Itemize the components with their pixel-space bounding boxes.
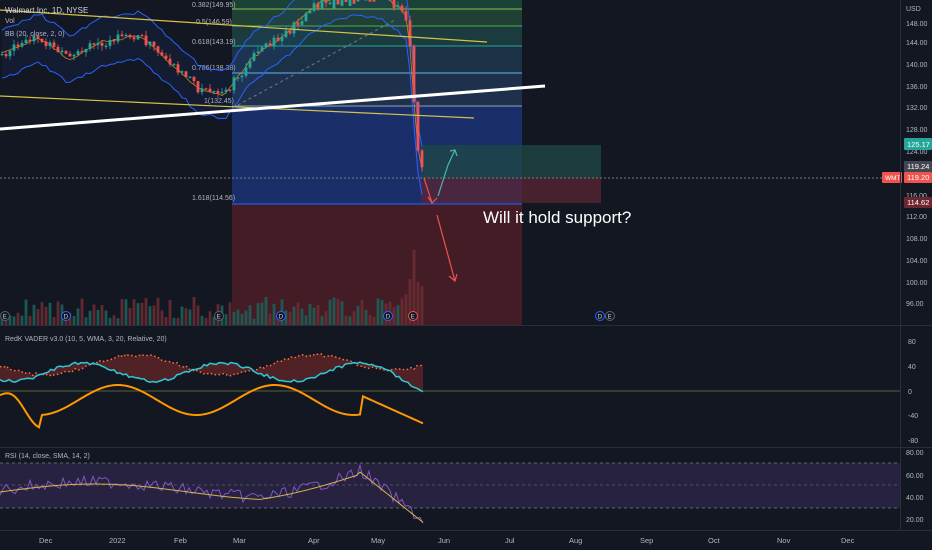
price-axis[interactable]: USD 148.00 144.00 140.00 136.00 132.00 128.00…	[906, 6, 928, 308]
event-badge	[276, 311, 286, 321]
time-tick: Jun	[438, 536, 450, 545]
price-badges: 125.17 119.24 119.20 WMT 114.62	[882, 138, 932, 208]
rsi-tick: 20.00	[906, 517, 924, 524]
time-axis[interactable]: Dec 2022 Feb Mar Apr May Jun Jul Aug Sep Oct Nov Dec	[39, 536, 855, 545]
price-badge-125: 125.17	[907, 140, 930, 149]
volume-label[interactable]: Vol	[5, 18, 15, 25]
lower-trendline	[0, 95, 475, 119]
fib-label-0618: 0.618(143.19)	[192, 39, 236, 46]
price-tick: 112.00	[906, 214, 927, 221]
price-tick: 96.00	[906, 301, 924, 308]
vader-tick: -40	[908, 413, 918, 420]
time-tick: Jul	[505, 536, 515, 545]
upper-trendline	[0, 9, 488, 43]
event-badge	[383, 311, 393, 321]
fib-levels	[0, 8, 900, 205]
rsi-tick: 60.00	[906, 473, 924, 480]
event-badge-label: D	[386, 315, 391, 321]
vader-tick: -80	[908, 438, 918, 445]
price-tick: 140.00	[906, 62, 928, 69]
price-badge-11920: 119.20	[907, 173, 929, 182]
time-tick: Oct	[708, 536, 721, 545]
bollinger-bands	[1, 0, 423, 195]
time-tick: Mar	[233, 536, 246, 545]
vader-tick: 80	[908, 339, 916, 346]
fib-label-group: 0.382(149.95) 0.5(146.59) 0.618(143.19) …	[192, 2, 236, 202]
price-tick: 116.00	[906, 193, 927, 200]
price-badge-114: 114.62	[907, 198, 929, 207]
rsi-indicator-pane[interactable]: RSI (14, close, SMA, 14, 2) 80.00 60.00 40…	[0, 450, 924, 524]
fib-label-0786: 0.786(138.38)	[192, 65, 236, 72]
vader-label: RedK VADER v3.0 (10, 5, WMA, 3, 20, Rela…	[5, 336, 167, 343]
trend-lines[interactable]	[0, 9, 546, 131]
time-tick: 2022	[109, 536, 126, 545]
bb-label[interactable]: BB (20, close, 2, 0)	[5, 31, 65, 38]
symbol-title[interactable]: Walmart Inc, 1D, NYSE	[5, 6, 88, 15]
candlesticks	[0, 0, 424, 172]
symbol-badge: WMT	[885, 175, 901, 182]
fib-zones	[232, 0, 601, 325]
fib-label-0382: 0.382(149.95)	[192, 2, 236, 9]
price-tick: 100.00	[906, 280, 928, 287]
white-support-line	[0, 84, 546, 131]
event-badge	[61, 311, 71, 321]
price-tick: 104.00	[906, 258, 928, 265]
event-badge-label: D	[598, 315, 603, 321]
event-badge-label: D	[279, 315, 284, 321]
rsi-tick: 40.00	[906, 495, 924, 502]
vader-indicator-pane[interactable]: RedK VADER v3.0 (10, 5, WMA, 3, 20, Rela…	[0, 336, 918, 445]
time-tick: Apr	[308, 536, 320, 545]
price-tick: 148.00	[906, 21, 928, 28]
event-badge-label: D	[64, 315, 69, 321]
event-badge	[605, 311, 615, 321]
event-badge	[408, 311, 418, 321]
price-badge-11924: 119.24	[907, 162, 929, 171]
time-tick: Aug	[569, 536, 582, 545]
event-badge-label: E	[411, 315, 415, 321]
event-badge-label: E	[608, 315, 612, 321]
price-tick: 136.00	[906, 84, 928, 91]
support-annotation[interactable]: Will it hold support?	[483, 208, 631, 227]
time-tick: May	[371, 536, 385, 545]
event-badge	[214, 311, 224, 321]
event-badge	[0, 311, 10, 321]
time-tick: Feb	[174, 536, 187, 545]
price-tick: 124.00	[906, 149, 928, 156]
price-tick: 132.00	[906, 105, 928, 112]
vader-tick: 0	[908, 389, 912, 396]
price-tick: 108.00	[906, 236, 928, 243]
time-tick: Sep	[640, 536, 653, 545]
event-badge	[595, 311, 605, 321]
projection-arrows	[423, 149, 458, 283]
rsi-label: RSI (14, close, SMA, 14, 2)	[5, 453, 90, 460]
time-tick: Dec	[39, 536, 53, 545]
fib-label-1: 1(132.45)	[204, 98, 234, 105]
event-badge-label: E	[217, 315, 221, 321]
rsi-tick: 80.00	[906, 450, 924, 457]
price-tick: 144.00	[906, 40, 928, 47]
fib-label-1618: 1.618(114.56)	[192, 195, 235, 202]
vader-tick: 40	[908, 364, 916, 371]
fib-label-05: 0.5(146.59)	[196, 19, 232, 26]
time-tick: Nov	[777, 536, 791, 545]
time-tick: Dec	[841, 536, 855, 545]
currency-label: USD	[906, 6, 921, 13]
price-tick: 128.00	[906, 127, 928, 134]
event-badge-label: E	[3, 315, 7, 321]
